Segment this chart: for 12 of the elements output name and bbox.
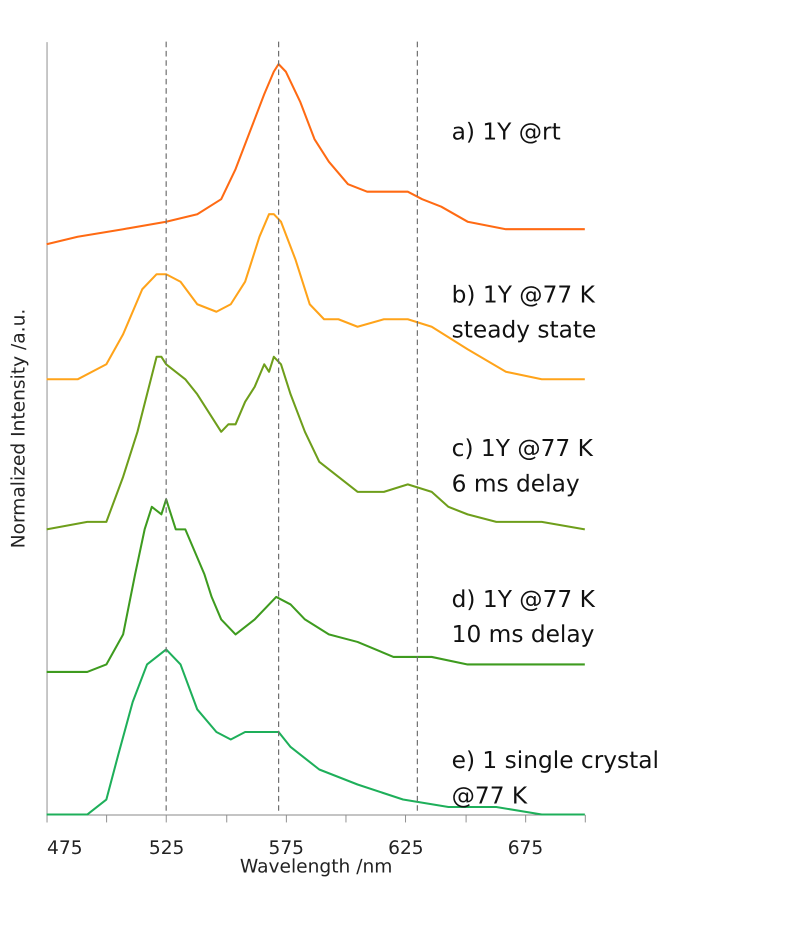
text: a) 1Y @rt (452, 118, 561, 146)
x-tick-label: 575 (268, 838, 304, 860)
series-label: c) 1Y @77 K 6 ms delay (452, 435, 594, 498)
series-label: d) 1Y @77 K 10 ms delay (452, 586, 596, 648)
x-tick-label: 625 (388, 838, 424, 860)
x-tick-label: 525 (148, 838, 184, 860)
x-tick-label: 675 (508, 838, 544, 860)
series-label: b) 1Y @77 K steady state (452, 281, 596, 344)
x-tick-label: 475 (47, 838, 83, 860)
y-axis-title: Normalized Intensity /a.u. (8, 308, 30, 548)
x-axis-title: Wavelength /nm (240, 856, 392, 878)
series-label: e) 1 single crystal @77 K (452, 746, 660, 810)
